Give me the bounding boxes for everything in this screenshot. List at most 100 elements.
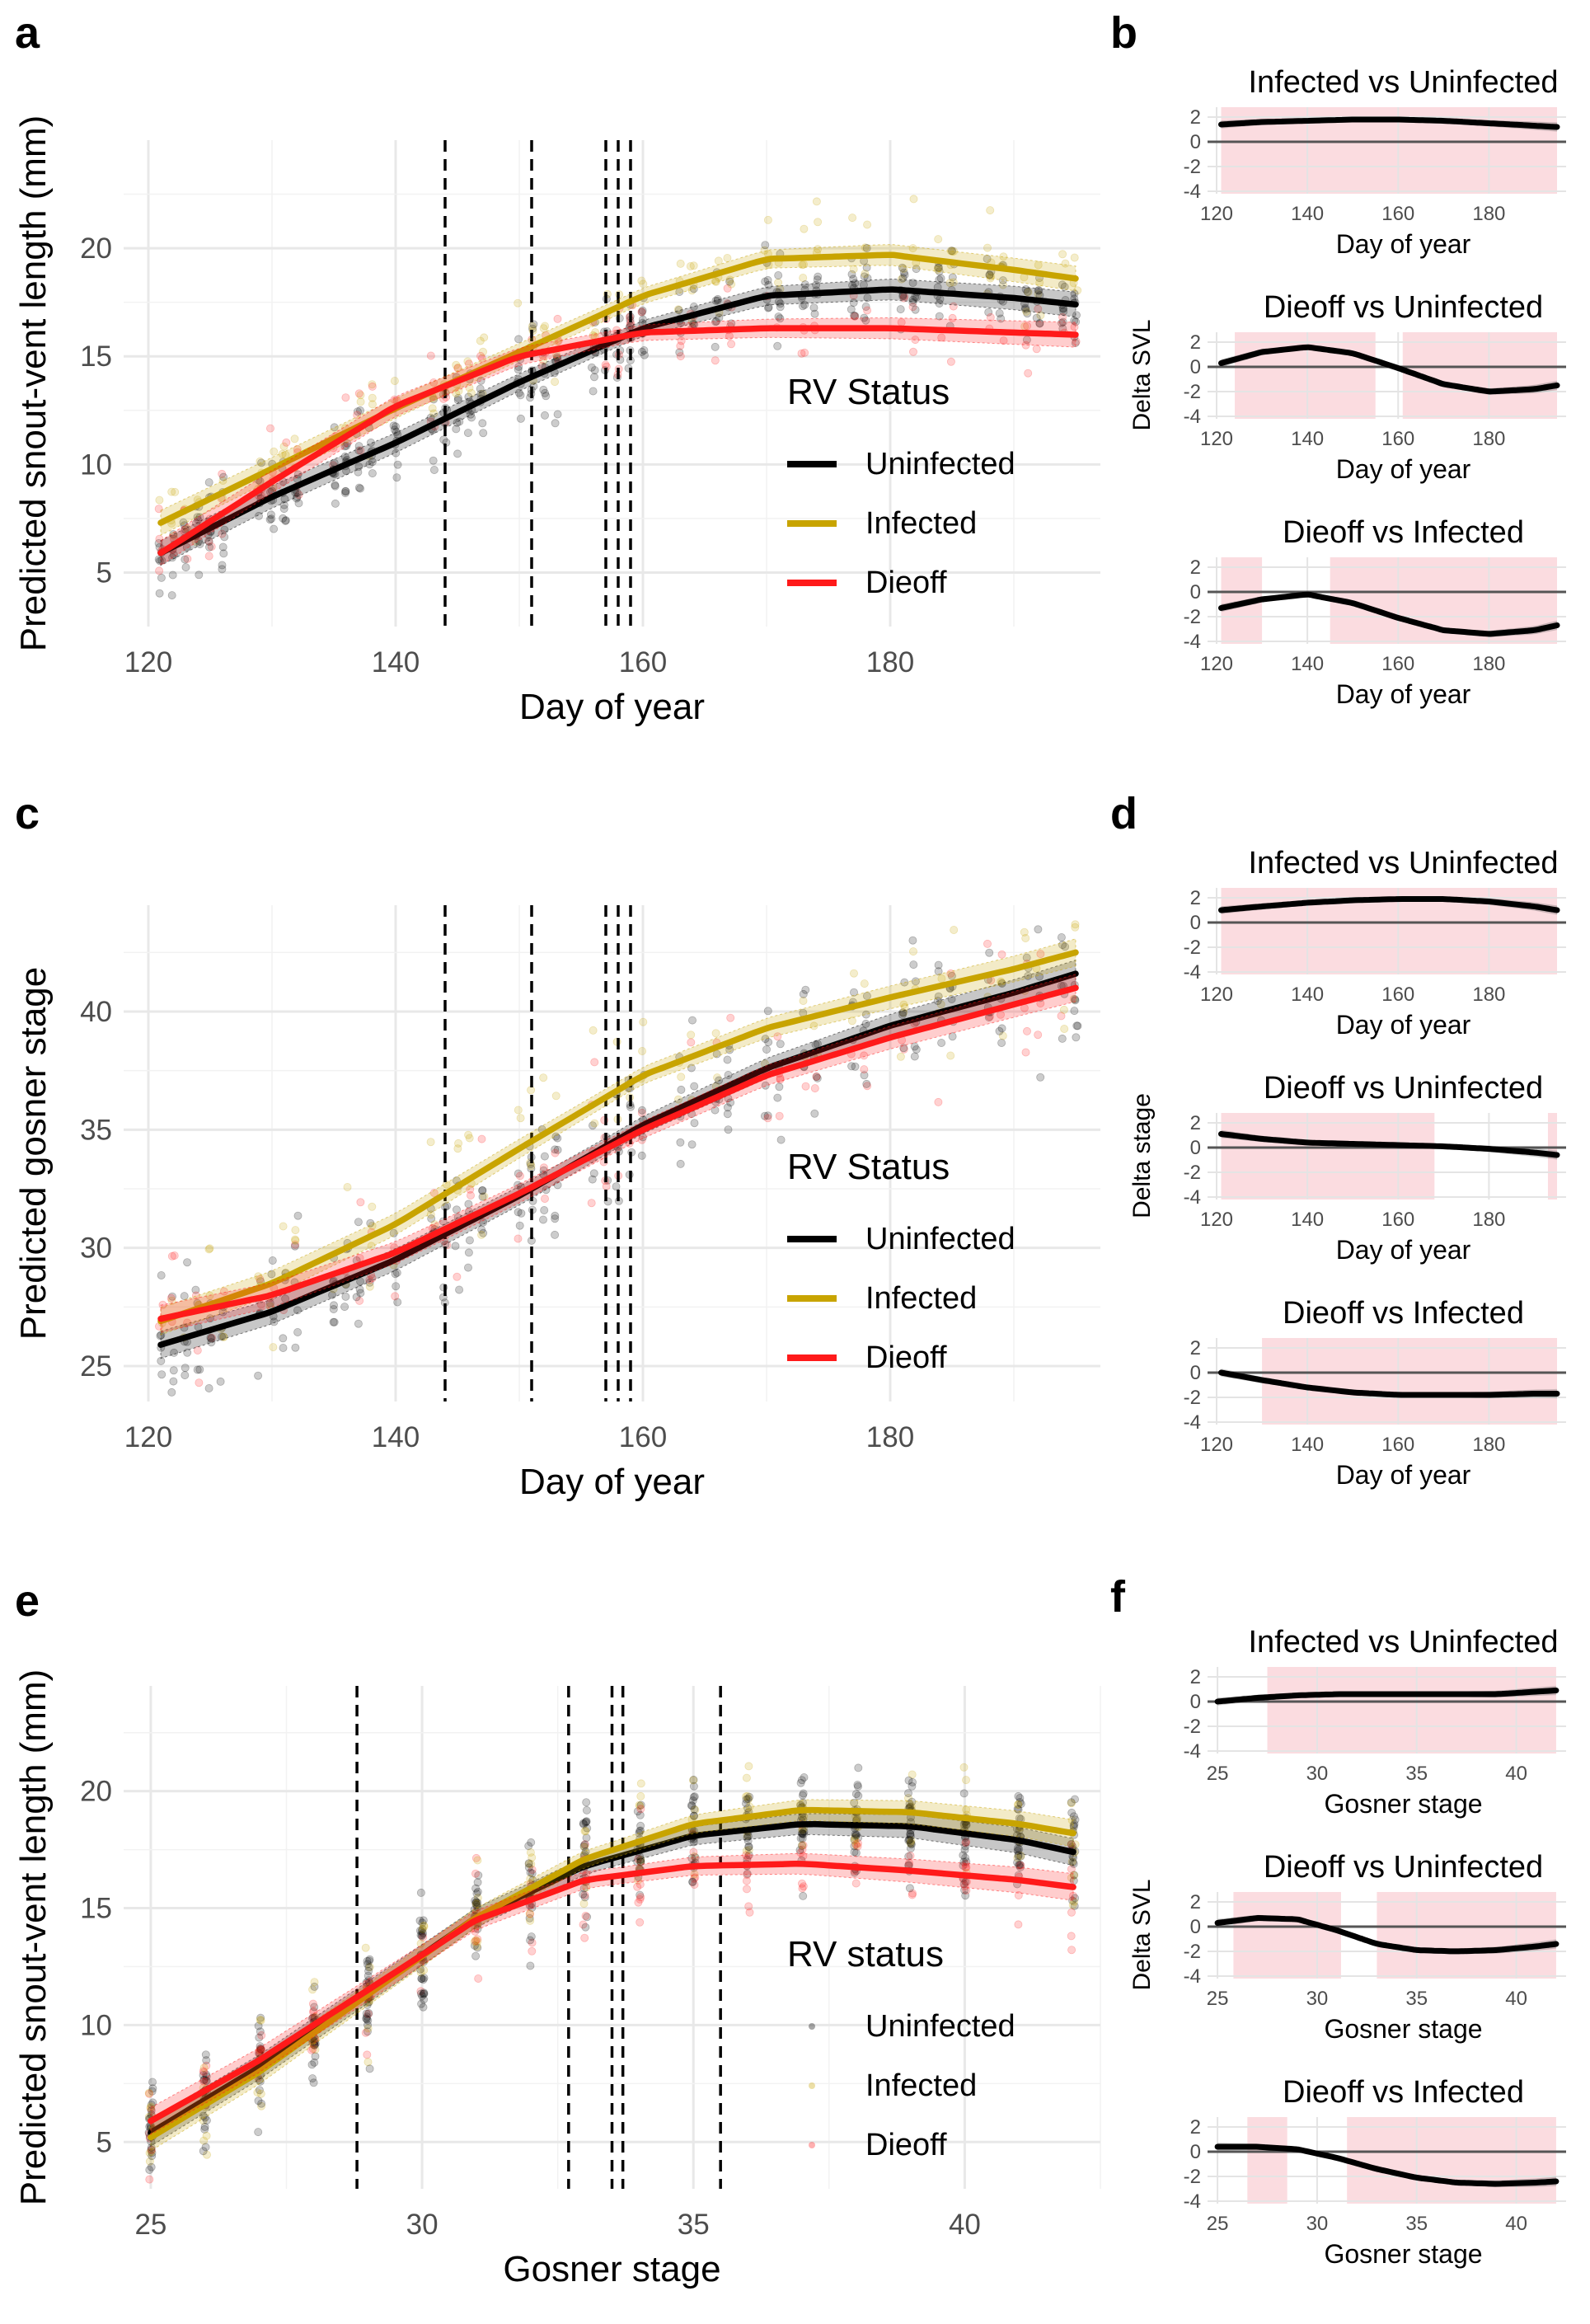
point-infected bbox=[464, 1130, 473, 1139]
point-infected bbox=[937, 974, 946, 984]
point-infected bbox=[742, 1773, 751, 1782]
point-infected bbox=[311, 2045, 320, 2054]
point-uninfected bbox=[860, 1071, 869, 1080]
point-dieoff bbox=[390, 395, 399, 404]
point-uninfected bbox=[906, 1844, 915, 1853]
y-tick-label: -4 bbox=[1184, 961, 1201, 984]
y-axis-label: Predicted snout-vent length (mm) bbox=[13, 1669, 54, 2206]
point-dieoff bbox=[199, 2068, 209, 2077]
y-tick-label: 35 bbox=[80, 1114, 112, 1146]
point-uninfected bbox=[527, 1932, 536, 1941]
point-infected bbox=[861, 270, 870, 279]
point-uninfected bbox=[539, 385, 548, 394]
point-dieoff bbox=[477, 354, 486, 363]
subpanel-title: Infected vs Uninfected bbox=[1249, 65, 1559, 100]
x-axis-label: Gosner stage bbox=[1324, 2239, 1482, 2269]
y-tick-label: 25 bbox=[80, 1350, 112, 1383]
point-dieoff bbox=[195, 1378, 204, 1387]
point-uninfected bbox=[363, 2027, 372, 2036]
subpanel-title: Infected vs Uninfected bbox=[1249, 1625, 1559, 1660]
series-line-dieoff bbox=[157, 984, 1079, 1322]
point-dieoff bbox=[908, 303, 917, 312]
point-uninfected bbox=[218, 542, 227, 552]
x-tick-label: 140 bbox=[372, 646, 420, 678]
point-infected bbox=[171, 487, 180, 496]
point-uninfected bbox=[589, 387, 598, 396]
subpanel-f-3: Dieoff vs Infected 25 30 35 40 -4-2 02 Gosner s… bbox=[1184, 2075, 1566, 2269]
point-dieoff bbox=[962, 1863, 971, 1872]
point-uninfected bbox=[471, 1899, 481, 1908]
point-uninfected bbox=[256, 2042, 265, 2051]
point-dieoff bbox=[634, 1854, 643, 1863]
point-uninfected bbox=[551, 1211, 560, 1220]
point-uninfected bbox=[352, 1293, 361, 1302]
point-uninfected bbox=[776, 299, 785, 308]
point-uninfected bbox=[342, 441, 351, 450]
point-infected bbox=[1061, 259, 1070, 268]
point-dieoff bbox=[1014, 1890, 1023, 1899]
point-dieoff bbox=[775, 1111, 784, 1120]
point-uninfected bbox=[711, 342, 720, 351]
y-tick-label: 10 bbox=[80, 2009, 112, 2041]
point-uninfected bbox=[362, 2015, 371, 2024]
point-uninfected bbox=[797, 1776, 806, 1785]
point-infected bbox=[146, 2103, 155, 2112]
point-uninfected bbox=[908, 1777, 917, 1786]
point-dieoff bbox=[282, 438, 291, 447]
point-uninfected bbox=[997, 979, 1006, 988]
subpanel-b-2: Dieoff vs Uninfected 120 140 160 180 -4 -2 02 Da… bbox=[1184, 290, 1566, 484]
point-dieoff bbox=[636, 1918, 645, 1927]
point-infected bbox=[1060, 1025, 1069, 1034]
point-uninfected bbox=[354, 442, 363, 451]
point-uninfected bbox=[853, 1780, 862, 1789]
point-uninfected bbox=[148, 2152, 157, 2161]
point-infected bbox=[167, 487, 176, 496]
point-infected bbox=[809, 1021, 818, 1031]
point-uninfected bbox=[799, 1798, 808, 1807]
point-uninfected bbox=[579, 1842, 589, 1851]
y-tick-label: -2 bbox=[1184, 2166, 1201, 2188]
point-uninfected bbox=[934, 960, 943, 970]
point-dieoff bbox=[183, 554, 192, 563]
point-uninfected bbox=[204, 1384, 213, 1393]
point-uninfected bbox=[281, 1294, 290, 1303]
point-uninfected bbox=[908, 279, 917, 288]
point-uninfected bbox=[761, 241, 770, 250]
point-infected bbox=[689, 261, 698, 270]
legend: RV Status Uninfected Infected Dieoff bbox=[787, 1147, 1015, 1375]
point-dieoff bbox=[899, 293, 908, 303]
point-infected bbox=[686, 261, 695, 270]
point-infected bbox=[1071, 920, 1080, 929]
x-tick-label: 160 bbox=[1381, 653, 1414, 675]
point-uninfected bbox=[676, 1159, 685, 1168]
reference-lines bbox=[443, 140, 632, 627]
point-infected bbox=[541, 322, 550, 331]
point-uninfected bbox=[689, 302, 698, 311]
point-infected bbox=[580, 1827, 589, 1836]
point-dieoff bbox=[167, 1293, 176, 1303]
point-uninfected bbox=[391, 1270, 400, 1279]
point-uninfected bbox=[392, 1282, 401, 1291]
point-uninfected bbox=[310, 1982, 319, 1991]
legend-key-uninfected bbox=[809, 2023, 815, 2030]
point-infected bbox=[1024, 288, 1033, 297]
point-uninfected bbox=[330, 423, 339, 432]
point-uninfected bbox=[354, 483, 363, 492]
point-infected bbox=[909, 195, 918, 204]
legend-label-uninfected: Uninfected bbox=[865, 1222, 1015, 1256]
point-uninfected bbox=[474, 1871, 483, 1880]
point-uninfected bbox=[997, 1024, 1006, 1033]
point-uninfected bbox=[1015, 1844, 1024, 1853]
point-infected bbox=[727, 279, 736, 289]
x-tick-label: 180 bbox=[866, 1421, 914, 1453]
point-uninfected bbox=[1032, 313, 1041, 322]
delta-y-axis-label: Delta SVL bbox=[1128, 319, 1156, 430]
point-uninfected bbox=[896, 305, 905, 314]
reference-lines bbox=[355, 1686, 722, 2189]
x-tick-label: 120 bbox=[1200, 203, 1233, 225]
point-infected bbox=[908, 244, 917, 253]
point-dieoff bbox=[580, 1840, 589, 1849]
point-uninfected bbox=[270, 1317, 279, 1326]
point-uninfected bbox=[908, 298, 917, 307]
point-infected bbox=[199, 2063, 209, 2073]
